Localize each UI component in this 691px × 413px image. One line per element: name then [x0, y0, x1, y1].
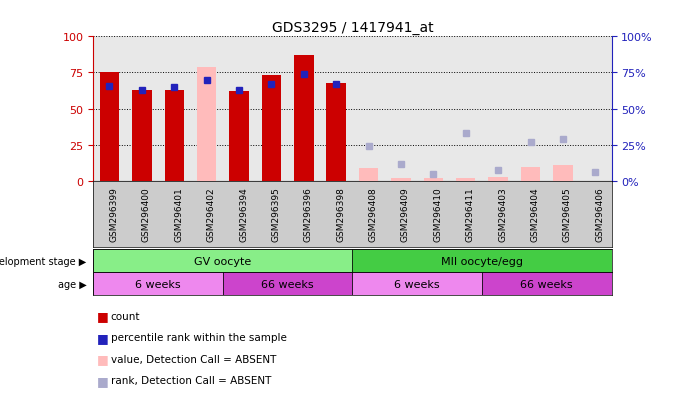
- Bar: [489, 177, 508, 182]
- Text: GSM296411: GSM296411: [466, 187, 475, 242]
- Text: ■: ■: [97, 352, 108, 366]
- Bar: [132, 91, 151, 182]
- Bar: [223, 273, 352, 295]
- Bar: [359, 169, 379, 182]
- Bar: [164, 91, 184, 182]
- Text: GSM296395: GSM296395: [272, 187, 281, 242]
- Text: GSM296403: GSM296403: [498, 187, 507, 242]
- Bar: [482, 273, 612, 295]
- Text: GSM296394: GSM296394: [239, 187, 248, 242]
- Bar: [93, 250, 352, 273]
- Text: 66 weeks: 66 weeks: [261, 279, 314, 289]
- Bar: [391, 179, 410, 182]
- Bar: [197, 68, 216, 182]
- Bar: [100, 74, 120, 182]
- Text: ■: ■: [97, 309, 108, 323]
- Text: GSM296396: GSM296396: [304, 187, 313, 242]
- Text: MII oocyte/egg: MII oocyte/egg: [441, 256, 523, 266]
- Text: GSM296400: GSM296400: [142, 187, 151, 242]
- Text: GSM296406: GSM296406: [596, 187, 605, 242]
- Text: 6 weeks: 6 weeks: [135, 279, 181, 289]
- Text: GSM296405: GSM296405: [563, 187, 572, 242]
- Text: value, Detection Call = ABSENT: value, Detection Call = ABSENT: [111, 354, 276, 364]
- Text: GSM296401: GSM296401: [174, 187, 183, 242]
- Text: GSM296398: GSM296398: [337, 187, 346, 242]
- Text: 66 weeks: 66 weeks: [520, 279, 573, 289]
- Bar: [93, 273, 223, 295]
- Text: GSM296404: GSM296404: [531, 187, 540, 242]
- Text: GSM296402: GSM296402: [207, 187, 216, 242]
- Text: GV oocyte: GV oocyte: [194, 256, 252, 266]
- Bar: [352, 250, 612, 273]
- Text: ■: ■: [97, 331, 108, 344]
- Text: GSM296408: GSM296408: [368, 187, 377, 242]
- Bar: [553, 166, 573, 182]
- Text: ■: ■: [97, 374, 108, 387]
- Text: development stage ▶: development stage ▶: [0, 256, 86, 266]
- Text: GSM296409: GSM296409: [401, 187, 410, 242]
- Bar: [352, 273, 482, 295]
- Text: count: count: [111, 311, 140, 321]
- Bar: [456, 179, 475, 182]
- Bar: [424, 179, 443, 182]
- Text: percentile rank within the sample: percentile rank within the sample: [111, 332, 287, 342]
- Bar: [262, 76, 281, 182]
- Bar: [229, 92, 249, 182]
- Title: GDS3295 / 1417941_at: GDS3295 / 1417941_at: [272, 21, 433, 35]
- Text: GSM296410: GSM296410: [433, 187, 442, 242]
- Text: GSM296399: GSM296399: [109, 187, 118, 242]
- Bar: [326, 83, 346, 182]
- Text: 6 weeks: 6 weeks: [395, 279, 440, 289]
- Bar: [521, 167, 540, 182]
- Text: rank, Detection Call = ABSENT: rank, Detection Call = ABSENT: [111, 375, 271, 385]
- Text: age ▶: age ▶: [57, 279, 86, 289]
- Bar: [294, 56, 314, 182]
